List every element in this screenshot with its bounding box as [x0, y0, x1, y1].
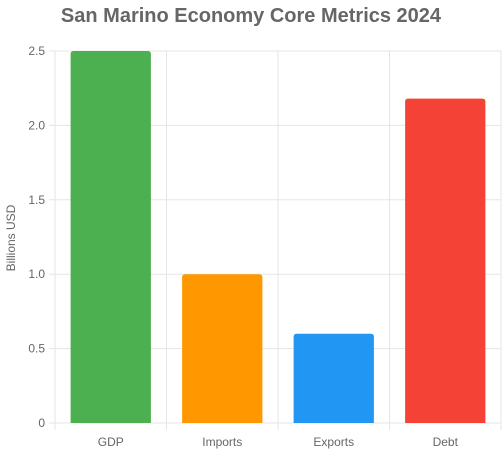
- bar-debt[interactable]: [405, 98, 486, 423]
- x-tick-label: Exports: [313, 435, 354, 449]
- y-tick-label: 1.5: [28, 193, 45, 207]
- bar-imports[interactable]: [182, 274, 263, 423]
- y-tick-label: 0: [38, 416, 45, 430]
- y-axis-title: Billions USD: [4, 204, 18, 271]
- y-tick-label: 0.5: [28, 342, 45, 356]
- bar-exports[interactable]: [293, 333, 374, 423]
- x-tick-label: GDP: [98, 435, 124, 449]
- y-tick-label: 2.5: [28, 44, 45, 58]
- x-tick-label: Imports: [202, 435, 242, 449]
- y-tick-label: 1.0: [28, 267, 45, 281]
- x-tick-label: Debt: [433, 435, 459, 449]
- bar-gdp[interactable]: [70, 51, 151, 423]
- chart-title: San Marino Economy Core Metrics 2024: [60, 5, 442, 27]
- y-tick-label: 2.0: [28, 118, 45, 132]
